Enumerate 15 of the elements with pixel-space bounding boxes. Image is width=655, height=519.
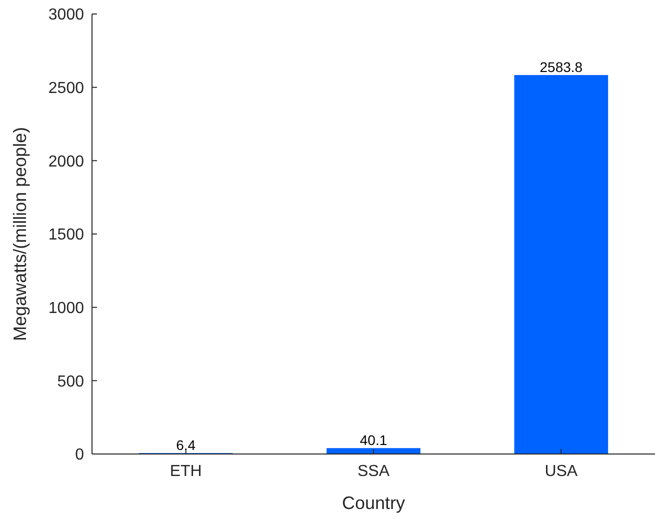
y-tick-label: 1500 bbox=[48, 226, 84, 244]
y-tick-label: 2500 bbox=[48, 80, 84, 97]
y-tick-label: 500 bbox=[57, 373, 84, 390]
y-tick-label: 1000 bbox=[48, 300, 84, 317]
y-tick-label: 0 bbox=[75, 446, 84, 464]
y-tick-label: 3000 bbox=[48, 6, 84, 24]
x-tick-label: SSA bbox=[357, 463, 390, 480]
x-tick-label: ETH bbox=[170, 463, 202, 480]
y-axis-title: Megawatts/(million people) bbox=[10, 126, 30, 342]
x-tick-label: USA bbox=[544, 463, 578, 480]
data-label: 6.4 bbox=[176, 437, 196, 454]
y-tick-label: 2000 bbox=[48, 153, 84, 170]
x-axis-title: Country bbox=[342, 493, 406, 513]
data-label: 40.1 bbox=[360, 432, 388, 448]
data-label: 2583.8 bbox=[540, 59, 583, 76]
